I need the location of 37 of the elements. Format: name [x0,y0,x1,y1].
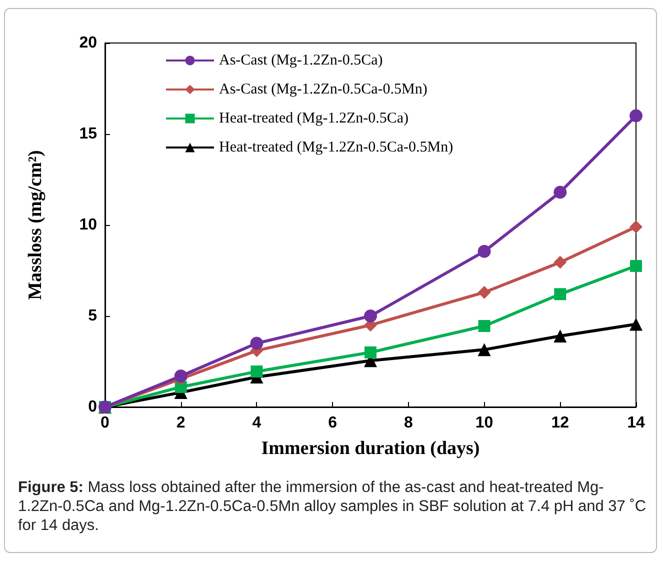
y-tick-label: 0 [88,398,98,416]
x-tick-label: 10 [475,414,494,432]
y-tick-label: 10 [79,216,98,234]
y-tick-label: 20 [79,34,98,52]
point [630,318,642,331]
y-axis-title: Massloss (mg/cm²) [25,150,46,300]
legend-label: Heat-treated (Mg-1.2Zn-0.5Ca) [219,110,409,126]
x-tick-label: 2 [176,414,186,432]
x-tick-label: 8 [404,414,413,432]
legend-label: Heat-treated (Mg-1.2Zn-0.5Ca-0.5Mn) [219,140,454,156]
x-tick-label: 14 [627,414,645,432]
point [478,244,491,258]
point [174,370,188,383]
point [554,288,566,300]
point [250,336,264,350]
legend-label: As-Cast (Mg-1.2Zn-0.5Ca-0.5Mn) [219,82,428,98]
x-tick-label: 0 [100,414,110,432]
point [630,109,642,122]
point [630,260,642,272]
y-tick-label: 15 [79,126,98,142]
x-tick-label: 4 [252,414,262,432]
point [478,286,491,299]
point [478,343,491,356]
point [364,310,377,322]
point [554,330,567,343]
x-tick-label: 6 [328,414,338,432]
point [478,320,490,332]
point [554,256,567,269]
y-tick-label: 5 [88,308,98,324]
point [554,186,567,199]
point [250,366,263,378]
caption: Figure 5: Mass loss obtained after the immersion of the as-cast and heat-treated Mg-1.2Zn-0.5Ca and Mg-1.2Zn-0.5Ca-0.5Mn alloy samples in SBF solution at 7.4 pH and 37 ˚C for 14 days. [18,478,648,535]
x-axis-title: Immersion duration (days) [261,438,480,459]
x-tick-label: 12 [551,414,570,432]
legend-label: As-Cast (Mg-1.2Zn-0.5Ca) [219,52,383,68]
point [364,346,376,358]
point [630,220,642,234]
